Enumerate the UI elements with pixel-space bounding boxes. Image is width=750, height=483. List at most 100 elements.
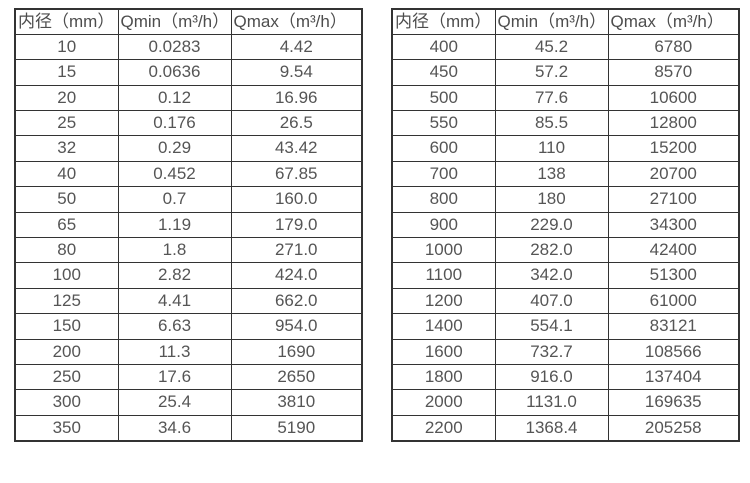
table-header-row: 内径（mm） Qmin（m³/h） Qmax（m³/h） [391, 8, 740, 35]
table-cell: 300 [14, 389, 119, 416]
flow-rate-tables: 内径（mm） Qmin（m³/h） Qmax（m³/h） 10 0.0283 4.4… [14, 8, 740, 442]
table-cell: 0.0283 [117, 33, 232, 61]
table-cell: 916.0 [494, 363, 609, 391]
table-row: 500 77.6 10600 [391, 84, 740, 112]
table-cell: 6780 [607, 33, 740, 61]
table-cell: 1690 [230, 338, 363, 365]
table-cell: 65 [14, 211, 119, 239]
table-cell: 0.176 [117, 110, 232, 137]
table-cell: 15200 [607, 135, 740, 162]
table-cell: 0.29 [117, 135, 232, 162]
table-row: 15 0.0636 9.54 [14, 59, 363, 86]
table-cell: 1000 [391, 237, 496, 264]
table-cell: 450 [391, 59, 496, 86]
table-row: 32 0.29 43.42 [14, 135, 363, 162]
column-header-diameter: 内径（mm） [14, 8, 119, 35]
table-cell: 10600 [607, 84, 740, 112]
table-row: 1600 732.7 108566 [391, 338, 740, 365]
table-cell: 0.0636 [117, 59, 232, 86]
table-cell: 1131.0 [494, 389, 609, 416]
table-cell: 26.5 [230, 110, 363, 137]
table-cell: 138 [494, 160, 609, 188]
table-cell: 57.2 [494, 59, 609, 86]
table-row: 65 1.19 179.0 [14, 211, 363, 239]
column-header-qmin: Qmin（m³/h） [494, 8, 609, 35]
table-cell: 350 [14, 414, 119, 442]
table-cell: 137404 [607, 363, 740, 391]
column-header-diameter: 内径（mm） [391, 8, 496, 35]
table-row: 20 0.12 16.96 [14, 84, 363, 112]
table-cell: 600 [391, 135, 496, 162]
table-cell: 42400 [607, 237, 740, 264]
table-row: 400 45.2 6780 [391, 33, 740, 61]
table-cell: 150 [14, 313, 119, 340]
table-cell: 342.0 [494, 262, 609, 289]
flow-table-large-diameters: 内径（mm） Qmin（m³/h） Qmax（m³/h） 400 45.2 6780… [391, 8, 740, 442]
table-row: 800 180 27100 [391, 186, 740, 213]
table-cell: 0.452 [117, 160, 232, 188]
table-cell: 229.0 [494, 211, 609, 239]
table-cell: 9.54 [230, 59, 363, 86]
table-cell: 250 [14, 363, 119, 391]
table-cell: 15 [14, 59, 119, 86]
table-row: 600 110 15200 [391, 135, 740, 162]
table-row: 25 0.176 26.5 [14, 110, 363, 137]
column-header-qmax: Qmax（m³/h） [230, 8, 363, 35]
table-header-row: 内径（mm） Qmin（m³/h） Qmax（m³/h） [14, 8, 363, 35]
table-cell: 25 [14, 110, 119, 137]
table-cell: 125 [14, 287, 119, 315]
table-cell: 27100 [607, 186, 740, 213]
table-cell: 43.42 [230, 135, 363, 162]
table-row: 900 229.0 34300 [391, 211, 740, 239]
column-header-qmax: Qmax（m³/h） [607, 8, 740, 35]
table-row: 550 85.5 12800 [391, 110, 740, 137]
table-cell: 800 [391, 186, 496, 213]
table-cell: 4.42 [230, 33, 363, 61]
table-cell: 200 [14, 338, 119, 365]
table-cell: 80 [14, 237, 119, 264]
table-row: 50 0.7 160.0 [14, 186, 363, 213]
table-cell: 50 [14, 186, 119, 213]
table-row: 80 1.8 271.0 [14, 237, 363, 264]
table-cell: 2650 [230, 363, 363, 391]
table-cell: 424.0 [230, 262, 363, 289]
table-cell: 2.82 [117, 262, 232, 289]
table-cell: 85.5 [494, 110, 609, 137]
table-cell: 900 [391, 211, 496, 239]
table-cell: 17.6 [117, 363, 232, 391]
table-cell: 8570 [607, 59, 740, 86]
table-cell: 77.6 [494, 84, 609, 112]
table-cell: 271.0 [230, 237, 363, 264]
table-row: 350 34.6 5190 [14, 414, 363, 442]
table-cell: 16.96 [230, 84, 363, 112]
table-row: 450 57.2 8570 [391, 59, 740, 86]
table-row: 700 138 20700 [391, 160, 740, 188]
table-cell: 11.3 [117, 338, 232, 365]
table-cell: 1400 [391, 313, 496, 340]
flow-table-small-diameters: 内径（mm） Qmin（m³/h） Qmax（m³/h） 10 0.0283 4.4… [14, 8, 363, 442]
table-cell: 83121 [607, 313, 740, 340]
table-row: 300 25.4 3810 [14, 389, 363, 416]
table-cell: 34300 [607, 211, 740, 239]
table-cell: 169635 [607, 389, 740, 416]
table-cell: 1100 [391, 262, 496, 289]
table-row: 40 0.452 67.85 [14, 160, 363, 188]
table-cell: 0.7 [117, 186, 232, 213]
table-cell: 732.7 [494, 338, 609, 365]
table-cell: 160.0 [230, 186, 363, 213]
table-cell: 100 [14, 262, 119, 289]
table-cell: 2000 [391, 389, 496, 416]
table-cell: 550 [391, 110, 496, 137]
table-row: 1400 554.1 83121 [391, 313, 740, 340]
table-row: 150 6.63 954.0 [14, 313, 363, 340]
table-cell: 400 [391, 33, 496, 61]
table-cell: 5190 [230, 414, 363, 442]
table-row: 2000 1131.0 169635 [391, 389, 740, 416]
table-row: 1800 916.0 137404 [391, 363, 740, 391]
table-cell: 1.8 [117, 237, 232, 264]
table-cell: 20 [14, 84, 119, 112]
table-cell: 4.41 [117, 287, 232, 315]
table-cell: 110 [494, 135, 609, 162]
table-cell: 282.0 [494, 237, 609, 264]
table-cell: 407.0 [494, 287, 609, 315]
